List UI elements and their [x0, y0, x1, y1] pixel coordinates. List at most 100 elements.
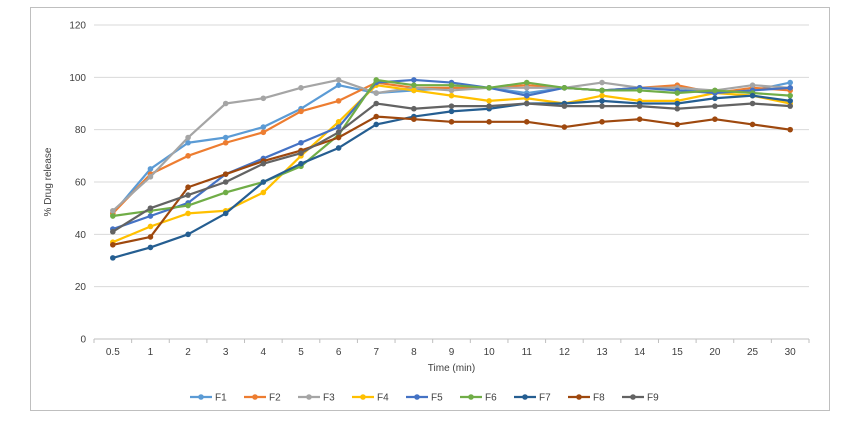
- data-point-f1: [222, 134, 229, 141]
- x-tick-label: 15: [672, 347, 684, 358]
- data-point-f3: [298, 85, 304, 91]
- data-point-f9: [486, 103, 492, 109]
- legend: F1 F2 F3 F4 F5 F6 F7 F8 F9: [190, 393, 659, 404]
- data-point-f7: [787, 98, 793, 104]
- series-f8: [110, 113, 793, 248]
- data-point-f8: [411, 116, 417, 122]
- legend-item-f9: F9: [622, 393, 659, 404]
- data-point-f8: [523, 119, 530, 125]
- data-point-f9: [749, 100, 756, 107]
- data-point-f2: [335, 98, 342, 104]
- data-point-f5: [411, 77, 417, 83]
- data-point-f7: [147, 244, 154, 251]
- data-point-f3: [599, 79, 605, 86]
- data-point-f3: [260, 95, 267, 102]
- x-axis-title: Time (min): [428, 363, 475, 374]
- y-tick-label: 60: [75, 178, 87, 189]
- data-point-f6: [411, 82, 417, 88]
- data-point-f7: [373, 121, 380, 128]
- data-point-f3: [373, 90, 380, 96]
- x-tick-label: 5: [298, 347, 304, 358]
- x-tick-label: 6: [336, 347, 342, 358]
- legend-label: F5: [431, 393, 443, 404]
- legend-swatch-marker: [252, 394, 258, 400]
- x-tick-label: 7: [373, 347, 379, 358]
- data-point-f4: [411, 87, 417, 94]
- legend-swatch-marker: [414, 394, 420, 400]
- y-tick-label: 120: [69, 21, 86, 32]
- data-point-f4: [599, 92, 605, 99]
- y-tick-label: 20: [75, 282, 87, 293]
- data-point-f1: [260, 124, 267, 130]
- x-tick-label: 4: [261, 347, 267, 358]
- data-point-f1: [335, 82, 342, 88]
- data-point-f3: [448, 87, 455, 94]
- data-point-f8: [147, 234, 154, 240]
- data-point-f7: [674, 100, 681, 107]
- data-point-f9: [147, 205, 154, 211]
- data-point-f9: [674, 105, 681, 112]
- series-line-f8: [112, 115, 791, 246]
- data-point-f9: [787, 103, 793, 109]
- y-tick-label: 80: [75, 125, 87, 136]
- series-f7: [110, 92, 793, 261]
- data-point-f6: [599, 87, 605, 94]
- legend-swatch-marker: [468, 394, 474, 400]
- x-tick-label: 1: [148, 347, 154, 358]
- data-point-f9: [561, 103, 568, 109]
- data-point-f8: [486, 119, 492, 125]
- data-point-f8: [787, 126, 793, 133]
- data-point-f2: [298, 108, 304, 115]
- data-point-f4: [147, 223, 154, 230]
- legend-item-f8: F8: [568, 393, 605, 404]
- x-tick-label: 3: [223, 347, 229, 358]
- series-f9: [110, 100, 793, 235]
- legend-swatch-marker: [306, 394, 312, 400]
- data-point-f4: [448, 92, 455, 99]
- data-point-f9: [523, 100, 530, 107]
- x-tick-label: 20: [709, 347, 721, 358]
- legend-swatch-marker: [360, 394, 366, 400]
- data-point-f7: [110, 255, 116, 261]
- series-f2: [110, 79, 793, 217]
- legend-label: F1: [215, 393, 227, 404]
- legend-item-f2: F2: [244, 393, 281, 404]
- data-point-f8: [674, 121, 681, 128]
- data-point-f6: [373, 77, 380, 83]
- legend-label: F8: [593, 393, 605, 404]
- data-point-f9: [222, 179, 229, 185]
- data-point-f1: [185, 139, 191, 146]
- legend-item-f4: F4: [352, 393, 389, 404]
- data-point-f1: [147, 166, 154, 172]
- x-tick-label: 2: [185, 347, 191, 358]
- data-point-f6: [674, 90, 681, 96]
- data-point-f7: [599, 98, 605, 104]
- legend-label: F6: [485, 393, 497, 404]
- data-point-f3: [185, 134, 191, 141]
- x-tick-label: 8: [411, 347, 417, 358]
- y-tick-label: 0: [80, 335, 86, 346]
- data-point-f6: [222, 189, 229, 196]
- data-point-f5: [147, 213, 154, 219]
- data-point-f8: [185, 184, 191, 191]
- data-point-f9: [110, 228, 116, 235]
- data-point-f8: [110, 242, 116, 248]
- x-tick-label: 14: [634, 347, 646, 358]
- legend-item-f7: F7: [514, 393, 551, 404]
- data-point-f6: [486, 85, 492, 91]
- chart-frame: 0 20 40 60 80 100 120 0.5 1 2 3 4 5 6 7 8 9 10 11 12 13 14 15 2…: [30, 7, 830, 411]
- data-point-f6: [448, 82, 455, 88]
- data-point-f2: [185, 153, 191, 159]
- y-axis-title: % Drug release: [43, 147, 54, 216]
- data-point-f3: [110, 207, 116, 214]
- legend-label: F7: [539, 393, 551, 404]
- data-point-f8: [599, 119, 605, 125]
- data-point-f8: [335, 134, 342, 141]
- data-point-f7: [335, 145, 342, 151]
- data-point-f7: [260, 179, 267, 185]
- legend-swatch-marker: [522, 394, 528, 400]
- axes: [93, 338, 810, 343]
- x-tick-label: 9: [449, 347, 455, 358]
- legend-item-f6: F6: [460, 393, 497, 404]
